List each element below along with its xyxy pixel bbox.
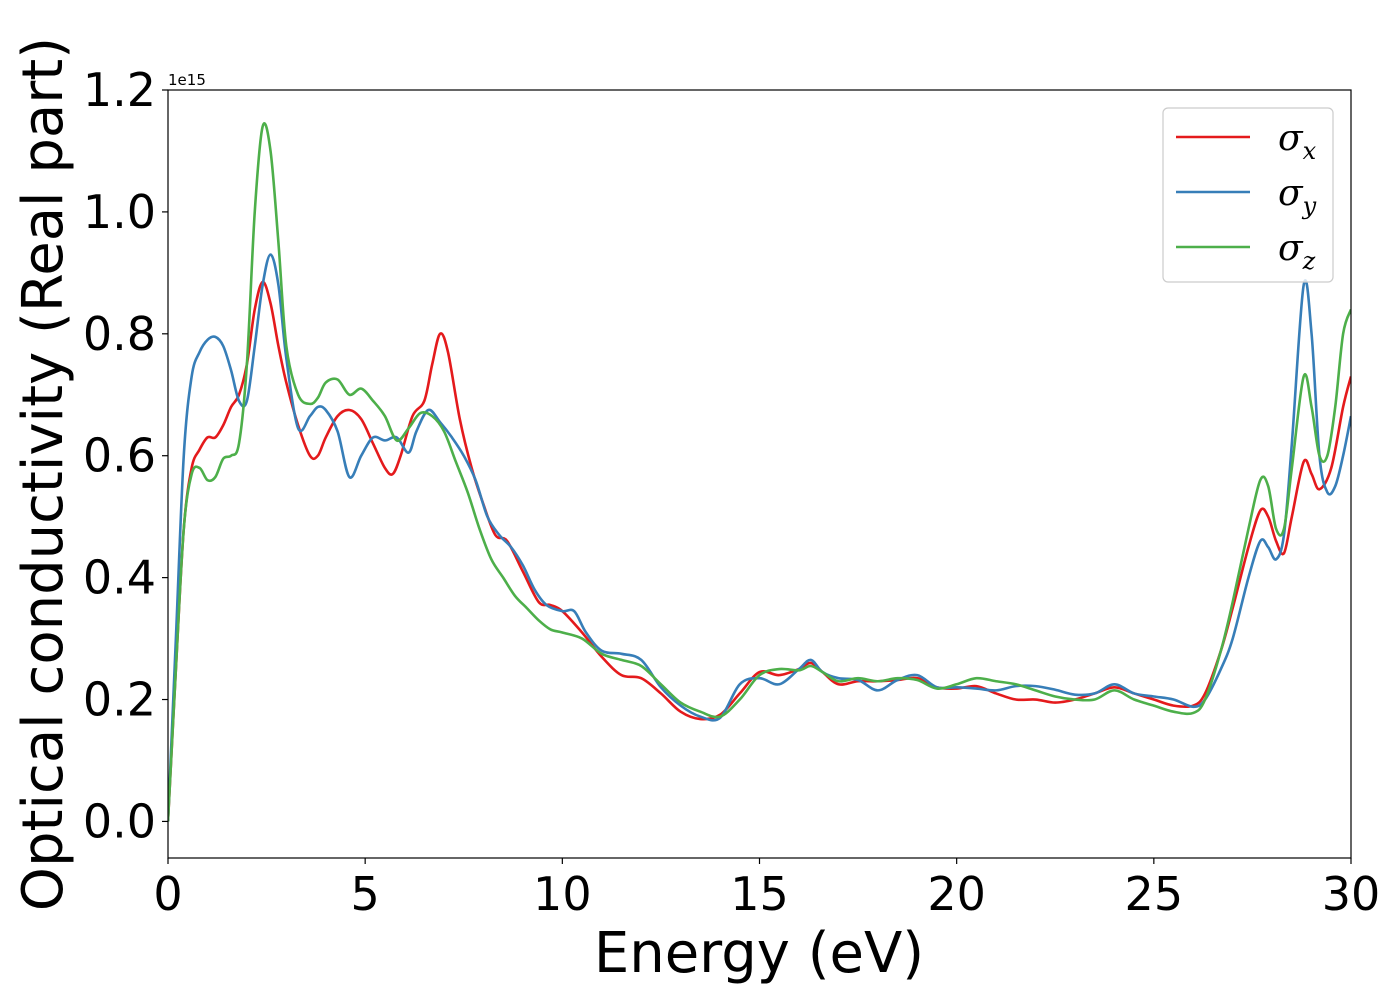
y-tick-label: 0.2 <box>83 673 156 727</box>
x-tick-label: 10 <box>533 867 592 921</box>
y-axis-ticks: 0.0 0.2 0.4 0.6 0.8 1.0 1.2 <box>83 63 168 848</box>
series-line-z <box>168 122 1351 822</box>
x-tick-label: 15 <box>730 867 789 921</box>
y-offset-label: 1e15 <box>168 71 206 89</box>
y-tick-label: 0.0 <box>83 794 156 848</box>
y-tick-label: 0.4 <box>83 551 156 605</box>
y-tick-label: 1.2 <box>83 63 156 117</box>
x-tick-label: 20 <box>927 867 986 921</box>
legend-box <box>1162 107 1334 283</box>
series-layer <box>168 122 1351 822</box>
y-tick-label: 0.8 <box>83 307 156 361</box>
y-axis-label: Optical conductivity (Real part) <box>11 37 76 911</box>
series-line-y <box>168 253 1351 822</box>
x-tick-label: 25 <box>1125 867 1184 921</box>
x-axis-label: Energy (eV) <box>594 921 924 986</box>
series-line-x <box>168 280 1351 822</box>
y-tick-label: 1.0 <box>83 185 156 239</box>
x-tick-label: 0 <box>153 867 182 921</box>
x-axis-ticks: 0 5 10 15 20 25 30 <box>153 858 1380 921</box>
x-tick-label: 30 <box>1322 867 1381 921</box>
y-tick-label: 0.6 <box>83 429 156 483</box>
legend-label-z: σz <box>1278 228 1316 275</box>
x-tick-label: 5 <box>351 867 380 921</box>
